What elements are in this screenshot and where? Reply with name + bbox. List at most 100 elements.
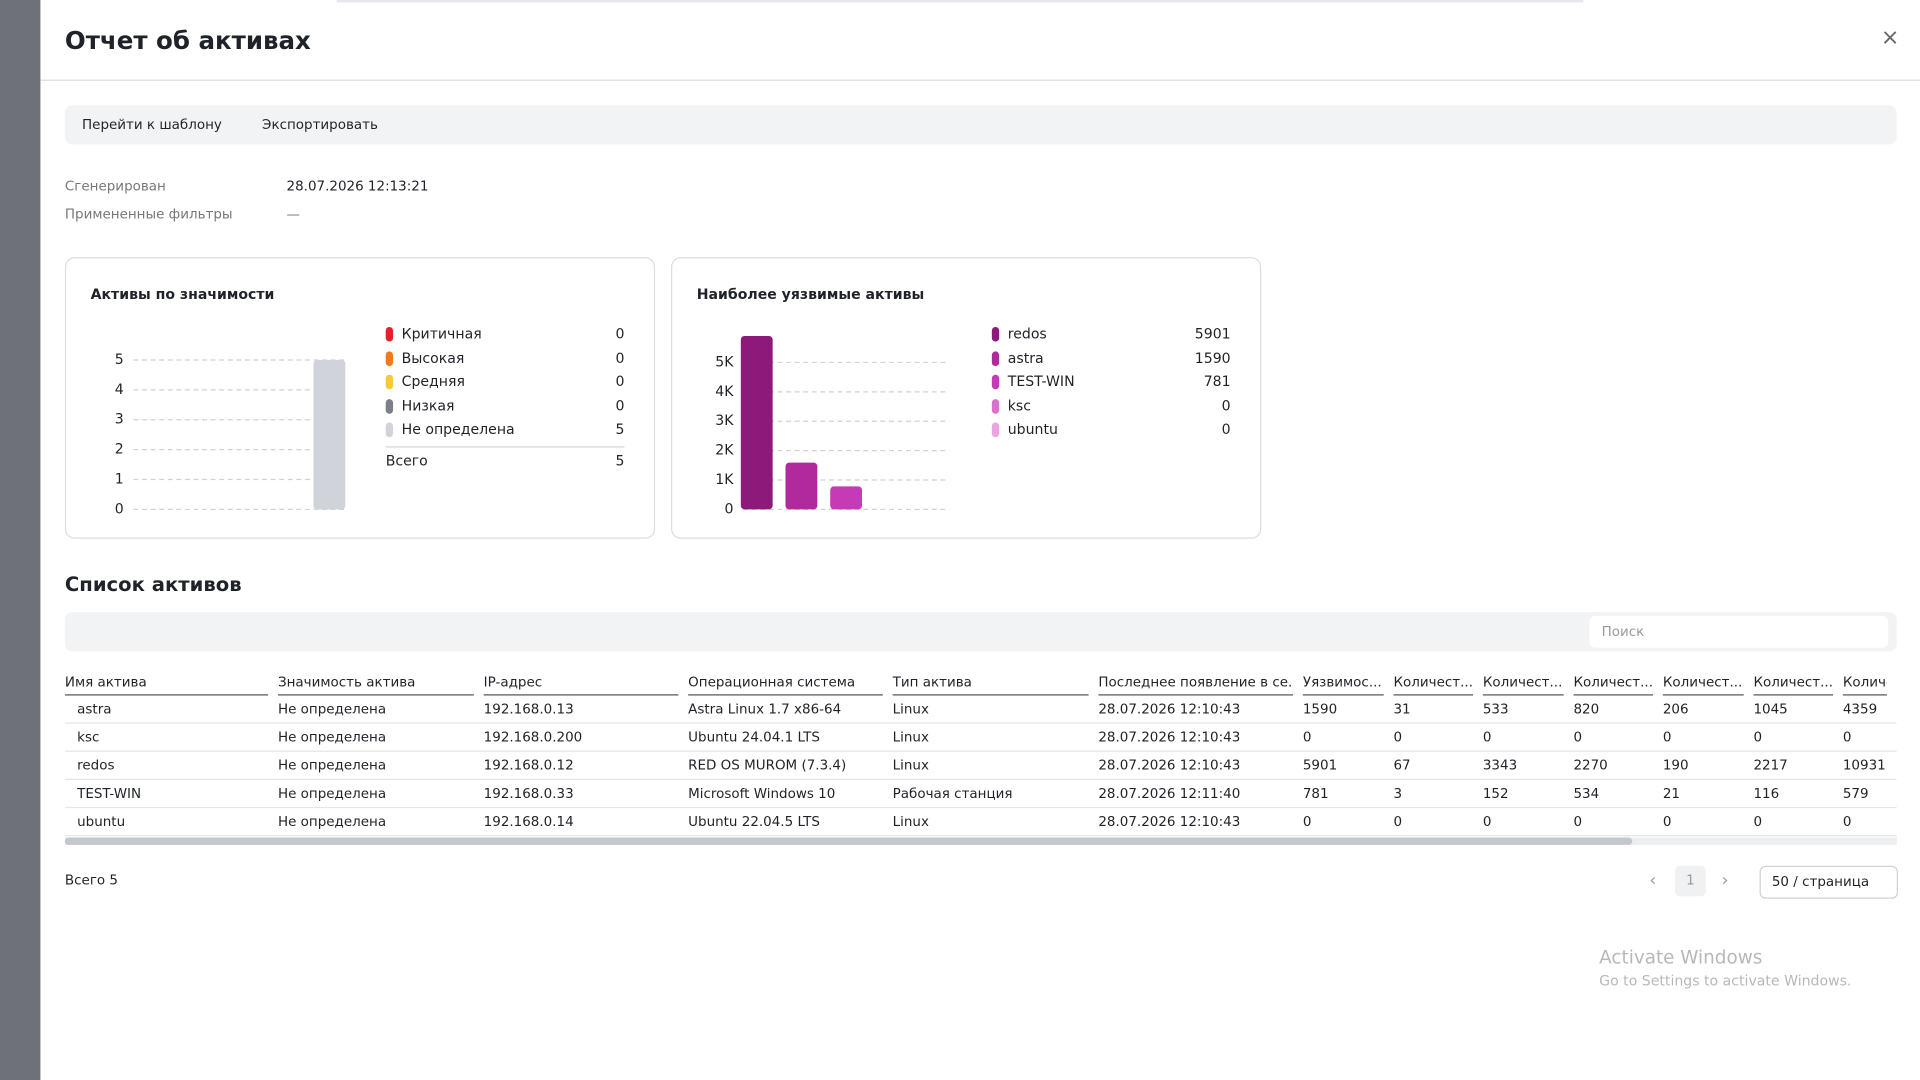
next-page[interactable]: › [1721, 870, 1729, 891]
meta-value: 28.07.2026 12:13:21 [286, 178, 429, 195]
page-number: 1 [1686, 872, 1695, 889]
table-cell: 0 [1482, 729, 1492, 746]
legend-value: 0 [616, 399, 625, 415]
y-tick-label: 4K [715, 384, 734, 400]
watermark-subtitle: Go to Settings to activate Windows. [1599, 972, 1852, 990]
table-cell: 0 [1573, 729, 1583, 746]
table-cell: 781 [1302, 785, 1329, 802]
table-cell: 152 [1482, 785, 1509, 802]
template-button[interactable]: Перейти к шаблону [82, 116, 222, 133]
legend-swatch [385, 422, 394, 438]
total: Всего 5 [64, 872, 119, 889]
sidebar [0, 0, 41, 1080]
legend-swatch [991, 422, 1000, 438]
table-cell: 206 [1662, 701, 1689, 717]
column-header: IP-адрес [483, 674, 543, 690]
table-cell: 192.168.0.33 [483, 785, 574, 802]
divider [40, 79, 1920, 81]
table-cell: 192.168.0.200 [483, 729, 583, 746]
row-divider [64, 778, 1897, 780]
row-divider [64, 835, 1897, 837]
table-cell: Astra Linux 1.7 x86-64 [688, 701, 842, 717]
column-header: Уязвимос... [1302, 674, 1382, 690]
prev-page[interactable]: ‹ [1649, 870, 1657, 891]
close-button[interactable]: × [1880, 25, 1900, 51]
title: Отчет об активах [64, 25, 311, 56]
table-cell: 31 [1393, 701, 1411, 717]
row-divider [64, 722, 1897, 724]
top-bar [336, 0, 1584, 3]
y-tick-label: 5 [115, 352, 124, 368]
table-cell: 579 [1842, 785, 1869, 802]
toolbar [64, 105, 1897, 145]
legend-label: ubuntu [1008, 422, 1058, 438]
header-underline [1753, 694, 1834, 696]
chart-title: Наиболее уязвимые активы [697, 287, 925, 303]
table-cell: 192.168.0.12 [483, 757, 574, 774]
table: Имя актива Значимость актива IP-адрес Опера… [64, 667, 1897, 838]
legend-label: astra [1008, 351, 1044, 367]
column-header: Количест... [1482, 674, 1563, 690]
export-button[interactable]: Экспортировать [262, 116, 378, 133]
row-divider [64, 750, 1897, 752]
header-underline [1662, 694, 1744, 696]
chart-card: Активы по значимости 0 1 2 3 4 5 Критичная 0 Высо… [64, 257, 656, 539]
table-cell: 2270 [1573, 757, 1608, 774]
table-cell: 533 [1482, 701, 1509, 717]
table-cell: 3 [1393, 785, 1403, 802]
legend-swatch [991, 374, 1000, 390]
chart-card: Наиболее уязвимые активы 0 1K 2K 3K 4K 5K redos… [671, 257, 1262, 539]
header-underline [1573, 694, 1654, 696]
header-underline [1842, 694, 1887, 696]
legend-label: Критичная [402, 326, 482, 342]
header-underline [64, 694, 269, 696]
table-cell: 116 [1753, 785, 1780, 802]
legend-value: 5901 [1195, 326, 1231, 342]
chart-title: Активы по значимости [91, 287, 275, 303]
legend-swatch [991, 326, 1000, 342]
y-tick-label: 4 [115, 382, 124, 398]
table-cell: 28.07.2026 12:10:43 [1098, 757, 1241, 774]
bar [785, 462, 818, 510]
table-cell: 0 [1482, 813, 1492, 830]
table-cell: 0 [1662, 729, 1672, 746]
table-cell: 0 [1302, 729, 1312, 746]
y-tick-label: 5K [715, 354, 734, 370]
total-value: 5 [616, 454, 625, 470]
table-cell: 0 [1573, 813, 1583, 830]
search-input[interactable] [1589, 615, 1889, 648]
column-header: Количест... [1393, 674, 1473, 690]
table-cell: redos [77, 757, 115, 774]
bar [740, 335, 773, 510]
table-cell: 0 [1393, 729, 1403, 746]
table-cell: 0 [1302, 813, 1312, 830]
legend-label: Высокая [402, 351, 465, 367]
legend-swatch [385, 326, 394, 342]
legend-label: TEST-WIN [1007, 374, 1075, 390]
table-cell: 5901 [1302, 757, 1338, 774]
y-tick-label: 1K [715, 472, 734, 488]
page-size-select[interactable] [1759, 865, 1898, 899]
table-cell: 28.07.2026 12:10:43 [1098, 813, 1241, 830]
page-box[interactable] [1675, 865, 1706, 897]
table-cell: 2217 [1753, 757, 1788, 774]
column-header: Количест... [1573, 674, 1653, 690]
legend-label: Средняя [402, 374, 465, 390]
scroll-thumb[interactable] [64, 837, 1633, 845]
bar [830, 486, 863, 510]
chart: Наиболее уязвимые активы 0 1K 2K 3K 4K 5K redos… [697, 287, 1231, 517]
legend-value: 1590 [1195, 351, 1231, 367]
legend-value: 0 [616, 326, 625, 342]
column-header: Значимость актива [277, 674, 416, 690]
legend-value: 0 [616, 374, 625, 390]
search-placeholder: Поиск [1601, 623, 1645, 640]
table-cell: 28.07.2026 12:10:43 [1098, 701, 1241, 717]
table-cell: 21 [1662, 785, 1680, 802]
table-cell: ksc [77, 729, 100, 746]
table-cell: 4359 [1842, 701, 1878, 717]
table-cell: 0 [1842, 729, 1852, 746]
table-cell: 1590 [1302, 701, 1338, 717]
watermark-title: Activate Windows [1599, 946, 1763, 969]
table-cell: 0 [1842, 813, 1852, 830]
